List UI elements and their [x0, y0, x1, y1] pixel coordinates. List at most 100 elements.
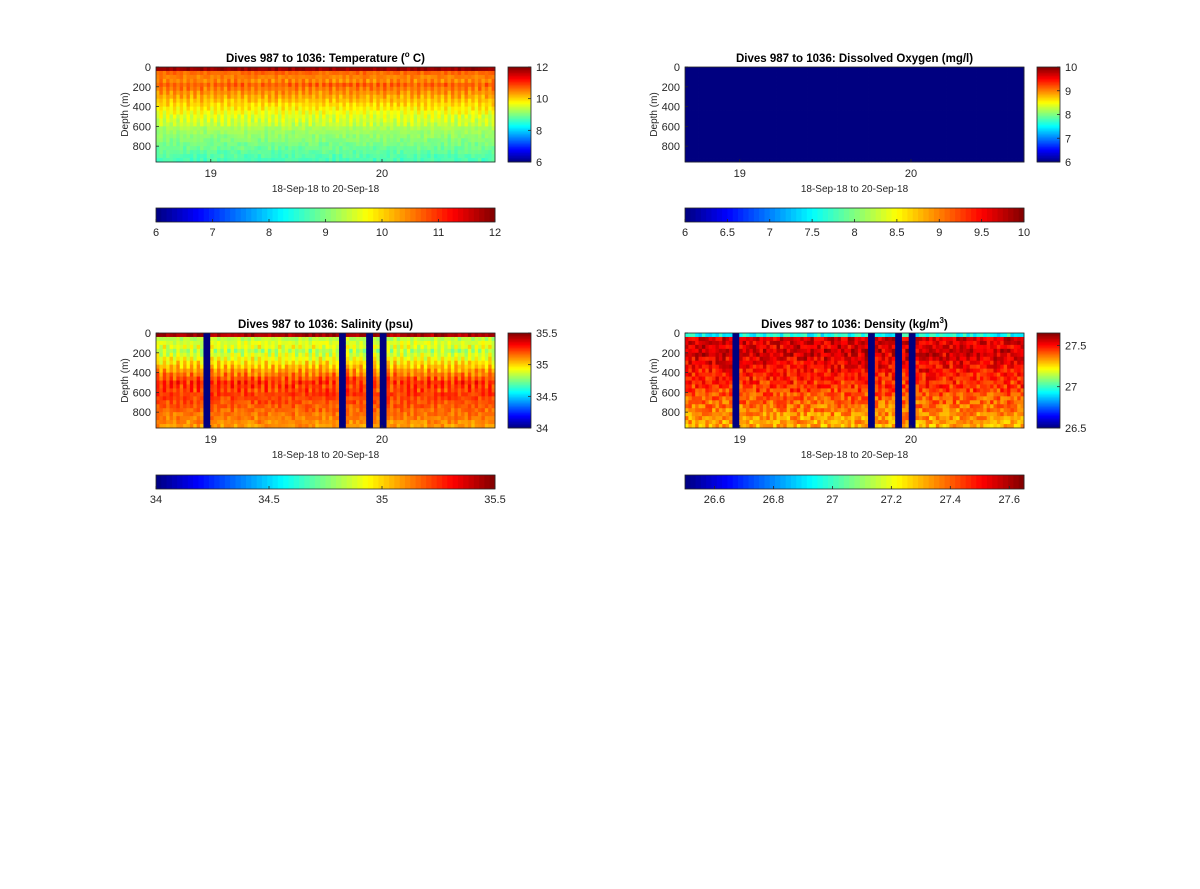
- heatmap-cell: [786, 150, 791, 155]
- heatmap-cell: [389, 134, 394, 139]
- heatmap-cell: [267, 122, 272, 127]
- heatmap-cell: [990, 130, 994, 135]
- heatmap-cell: [1013, 86, 1018, 92]
- heatmap-cell: [223, 70, 228, 76]
- heatmap-cell: [901, 138, 906, 143]
- heatmap-cell: [986, 130, 991, 135]
- heatmap-cell: [979, 142, 984, 147]
- heatmap-cell: [386, 126, 391, 131]
- heatmap-cell: [291, 70, 296, 76]
- heatmap-cell: [847, 67, 852, 72]
- heatmap-cell: [484, 130, 489, 135]
- heatmap-cell: [342, 102, 347, 107]
- heatmap-cell: [254, 106, 259, 111]
- heatmap-cell: [827, 86, 832, 92]
- heatmap-cell: [267, 150, 272, 155]
- heatmap-cell: [488, 67, 493, 72]
- heatmap-cell: [793, 106, 798, 111]
- heatmap-cell: [406, 142, 411, 147]
- heatmap-cell: [708, 78, 713, 84]
- heatmap-cell: [976, 86, 981, 92]
- heatmap-cell: [169, 114, 174, 119]
- heatmap-cell: [766, 98, 771, 104]
- heatmap-cell: [769, 146, 774, 151]
- heatmap-cell: [769, 154, 774, 159]
- heatmap-cell: [766, 74, 771, 80]
- heatmap-cell: [278, 126, 282, 131]
- heatmap-cell: [342, 94, 347, 100]
- colorbar-swatch: [394, 208, 401, 222]
- heatmap-cell: [308, 118, 313, 123]
- heatmap-cell: [1007, 158, 1011, 163]
- heatmap-cell: [308, 106, 313, 111]
- heatmap-cell: [888, 74, 893, 80]
- heatmap-cell: [396, 110, 401, 115]
- heatmap-cell: [491, 78, 496, 84]
- heatmap-cell: [871, 146, 876, 151]
- heatmap-cell: [420, 94, 425, 100]
- heatmap-cell: [1003, 154, 1008, 159]
- heatmap-cell: [752, 146, 757, 151]
- heatmap-cell: [315, 122, 320, 127]
- heatmap-cell: [169, 78, 174, 84]
- heatmap-cell: [922, 102, 927, 107]
- heatmap-cell: [1010, 106, 1015, 111]
- heatmap-cell: [376, 150, 381, 155]
- heatmap-cell: [461, 158, 465, 163]
- heatmap-cell: [878, 102, 883, 107]
- heatmap-cell: [372, 154, 377, 159]
- colorbar-swatch: [389, 208, 395, 222]
- heatmap-cell: [240, 78, 245, 84]
- heatmap-cell: [345, 82, 350, 88]
- heatmap-cell: [807, 74, 811, 80]
- heatmap-cell: [220, 122, 225, 127]
- heatmap-cell: [1007, 114, 1011, 119]
- heatmap-cell: [959, 70, 964, 76]
- heatmap-cell: [830, 154, 835, 159]
- heatmap-cell: [898, 82, 903, 88]
- heatmap-cell: [179, 82, 184, 88]
- heatmap-cell: [200, 138, 204, 143]
- heatmap-cell: [481, 130, 486, 135]
- heatmap-cell: [840, 150, 845, 155]
- heatmap-cell: [359, 150, 364, 155]
- heatmap-cell: [369, 67, 374, 72]
- heatmap-cell: [237, 130, 242, 135]
- heatmap-cell: [308, 90, 313, 96]
- heatmap-cell: [732, 158, 737, 163]
- heatmap-cell: [440, 142, 445, 147]
- heatmap-cell: [223, 106, 228, 111]
- heatmap-cell: [691, 126, 696, 131]
- heatmap-cell: [386, 122, 391, 127]
- heatmap-cell: [881, 82, 886, 88]
- heatmap-cell: [484, 90, 489, 96]
- heatmap-cell: [756, 154, 760, 159]
- heatmap-cell: [942, 154, 947, 159]
- heatmap-cell: [356, 90, 360, 96]
- heatmap-cell: [854, 134, 859, 139]
- heatmap-cell: [403, 150, 408, 155]
- heatmap-cell: [796, 154, 801, 159]
- heatmap-cell: [742, 90, 747, 96]
- heatmap-cell: [264, 150, 269, 155]
- heatmap-cell: [481, 86, 486, 92]
- heatmap-cell: [159, 78, 164, 84]
- heatmap-cell: [871, 134, 876, 139]
- heatmap-cell: [393, 106, 398, 111]
- heatmap-cell: [166, 70, 170, 76]
- heatmap-cell: [288, 114, 292, 119]
- heatmap-cell: [735, 98, 740, 104]
- heatmap-cell: [942, 150, 947, 155]
- heatmap-cell: [1010, 126, 1015, 131]
- heatmap-cell: [769, 114, 774, 119]
- heatmap-cell: [230, 114, 235, 119]
- heatmap-cell: [488, 138, 493, 143]
- heatmap-cell: [393, 154, 398, 159]
- heatmap-cell: [946, 110, 950, 115]
- heatmap-cell: [800, 74, 805, 80]
- heatmap-cell: [294, 122, 299, 127]
- heatmap-cell: [203, 146, 208, 151]
- heatmap-cell: [708, 122, 713, 127]
- heatmap-cell: [942, 78, 947, 84]
- heatmap-cell: [701, 94, 706, 100]
